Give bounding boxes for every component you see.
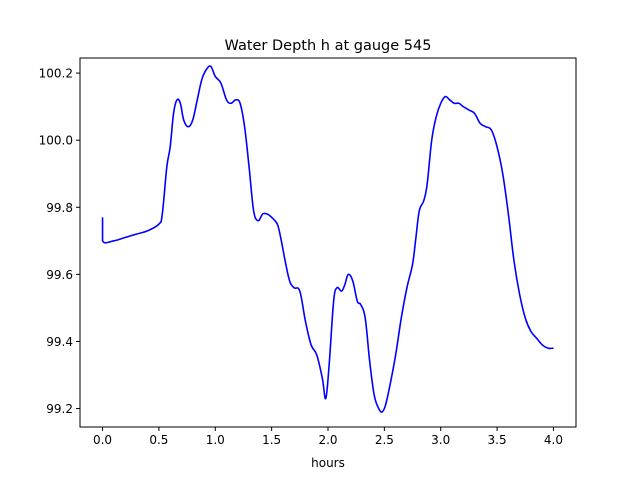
y-tick-label: 99.4 — [46, 335, 73, 349]
plot-area-frame — [79, 57, 577, 428]
x-tick-label: 0.5 — [149, 433, 168, 447]
series-line-0 — [101, 65, 554, 413]
x-tick-label: 0.0 — [93, 433, 112, 447]
y-tick-label: 99.8 — [46, 201, 73, 215]
x-tick-label: 2.0 — [318, 433, 337, 447]
y-tick-label: 99.6 — [46, 268, 73, 282]
x-tick-label: 1.5 — [262, 433, 281, 447]
x-axis-label: hours — [311, 456, 345, 470]
y-axis-ticks: 99.2 99.4 99.6 99.8 100.0 100.2 — [39, 67, 80, 416]
x-tick-label: 4.0 — [544, 433, 563, 447]
x-tick-label: 2.5 — [375, 433, 394, 447]
x-axis-ticks: 0.0 0.5 1.0 1.5 2.0 2.5 3.0 3.5 4.0 — [93, 427, 563, 447]
chart-title: Water Depth h at gauge 545 — [225, 38, 432, 54]
y-tick-label: 100.2 — [39, 67, 73, 81]
y-tick-label: 99.2 — [46, 402, 73, 416]
x-tick-label: 3.0 — [431, 433, 450, 447]
plot-lines — [101, 65, 554, 413]
y-tick-label: 100.0 — [39, 134, 73, 148]
x-tick-label: 3.5 — [488, 433, 507, 447]
x-tick-label: 1.0 — [206, 433, 225, 447]
